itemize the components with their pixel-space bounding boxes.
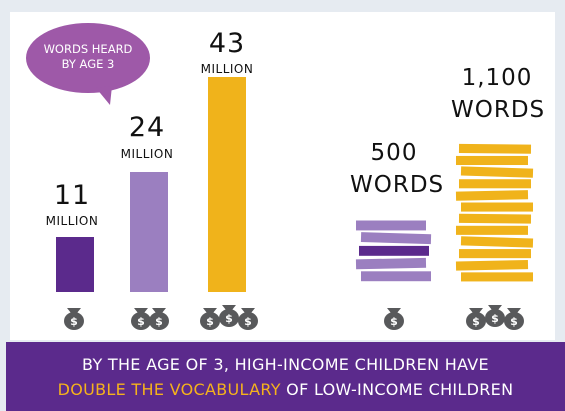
stack-1-block-3 [460, 236, 534, 248]
stack-1-block-1 [455, 259, 529, 271]
bubble-label: WORDS HEARD BY AGE 3 [38, 42, 138, 72]
svg-text:$: $ [510, 315, 518, 328]
bag-high-1: $ [219, 305, 239, 327]
footer-banner: BY THE AGE OF 3, HIGH-INCOME CHILDREN HA… [6, 342, 565, 411]
svg-text:$: $ [472, 315, 480, 328]
bag-mid-1: $ [149, 308, 169, 330]
unit-label-low: MILLION [45, 214, 99, 228]
bag-right-high-1: $ [485, 305, 505, 327]
speech-bubble [26, 23, 150, 105]
unit-label-1100: WORDS [451, 97, 546, 123]
stack-0-block-0 [361, 271, 431, 282]
stack-1-block-2 [459, 249, 531, 259]
bag-right-high-2: $ [504, 308, 524, 330]
right-stacks [355, 143, 534, 282]
stack-1-block-11 [458, 143, 532, 154]
bag-mid-0: $ [131, 308, 151, 330]
bag-right-low-0: $ [384, 308, 404, 330]
unit-label-high: MILLION [200, 62, 254, 76]
value-label-mid: 24 [128, 112, 166, 143]
svg-text:$: $ [206, 315, 214, 328]
svg-text:$: $ [390, 315, 398, 328]
unit-label-mid: MILLION [120, 147, 174, 161]
footer-line-2: DOUBLE THE VOCABULARY OF LOW-INCOME CHIL… [6, 380, 565, 399]
bar-0 [56, 237, 94, 292]
value-label-high: 43 [208, 28, 246, 59]
stack-1-block-4 [456, 225, 528, 235]
bag-low-0: $ [64, 308, 84, 330]
left-bars [56, 77, 246, 292]
bar-2 [208, 77, 246, 292]
stack-0-block-3 [360, 232, 432, 245]
svg-text:$: $ [244, 315, 252, 328]
svg-text:$: $ [155, 315, 163, 328]
bag-high-2: $ [238, 308, 258, 330]
unit-label-500: WORDS [350, 172, 445, 198]
stack-1-block-10 [456, 155, 528, 166]
stack-0-block-4 [356, 220, 426, 231]
bag-right-high-0: $ [466, 308, 486, 330]
footer-line-1: BY THE AGE OF 3, HIGH-INCOME CHILDREN HA… [82, 355, 489, 374]
svg-text:$: $ [137, 315, 145, 328]
bubble-line-2: BY AGE 3 [61, 57, 115, 71]
footer-line-2-rest: OF LOW-INCOME CHILDREN [280, 380, 514, 399]
footer-highlight: DOUBLE THE VOCABULARY [57, 380, 281, 399]
svg-text:$: $ [225, 312, 233, 325]
stack-1-block-7 [455, 190, 529, 201]
money-bags: $ $ $ $ $ $ $ $ $ $ [64, 305, 524, 330]
stack-1-block-6 [461, 202, 533, 212]
stack-1-block-8 [459, 179, 531, 189]
svg-text:$: $ [491, 312, 499, 325]
svg-text:$: $ [70, 315, 78, 328]
value-label-500: 500 [370, 140, 418, 166]
value-label-low: 11 [53, 180, 91, 211]
stack-1-block-0 [461, 272, 533, 282]
value-label-1100: 1,100 [461, 65, 533, 91]
stack-1-block-9 [460, 166, 534, 178]
bag-high-0: $ [200, 308, 220, 330]
bubble-line-1: WORDS HEARD [43, 42, 133, 56]
stack-1-block-5 [458, 213, 532, 224]
stack-0-block-1 [355, 257, 427, 270]
stack-0-block-2 [359, 245, 429, 256]
bar-1 [130, 172, 168, 292]
